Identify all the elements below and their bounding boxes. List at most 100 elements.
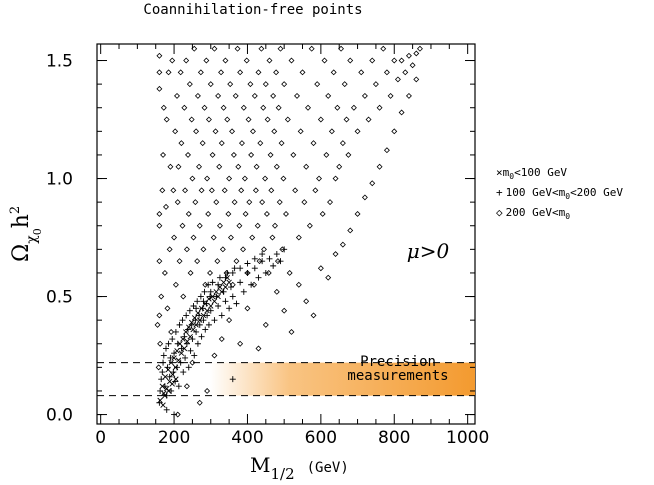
diamond-point [336,163,343,170]
cross-point [181,345,188,352]
diamond-point [413,76,420,83]
diamond-point [317,265,324,272]
diamond-point [210,234,217,241]
diamond-point [255,69,262,76]
legend-3-sub: 0 [565,212,570,221]
y-tick-label: 0.5 [46,288,73,308]
diamond-point [264,116,271,123]
diamond-point [275,104,282,111]
cross-point [177,341,183,347]
diamond-point [156,85,163,92]
ylabel-h: h [9,214,34,228]
diamond-point [161,269,168,276]
plus-point [157,387,164,394]
diamond-point [295,234,302,241]
diamond-point [170,187,177,194]
cross-point [190,326,196,333]
diamond-point [262,175,269,182]
plus-point [197,293,204,300]
diamond-point [278,140,285,147]
diamond-point [175,163,182,170]
diamond-point [334,104,341,111]
diamond-point [183,57,190,64]
diamond-point [416,45,423,52]
diamond-point [354,128,361,135]
diamond-point [193,128,200,135]
plus-point [222,298,229,305]
plus-point [209,279,216,286]
diamond-point [328,128,335,135]
diamond-point [185,151,191,158]
plus-point [233,300,240,307]
diamond-point [383,69,390,76]
diamond-point [157,340,164,347]
diamond-point [229,128,236,135]
diamond-point [213,199,220,206]
diamond-point [347,57,354,64]
plus-point [259,258,266,265]
diamond-point [216,222,223,229]
diamond-point [253,163,260,170]
diamond-point [156,222,163,229]
diamond-point [255,345,262,352]
plus-point [194,340,201,347]
diamond-point [314,81,321,88]
cross-point [219,289,225,295]
diamond-point [218,336,225,342]
diamond-point [310,140,317,147]
cross-point [157,397,163,404]
diamond-point [207,81,214,88]
diamond-point [369,180,376,187]
diamond-point [180,293,187,300]
diamond-point [240,104,247,111]
diamond-point [387,92,394,99]
diamond-point [391,57,398,64]
xlabel-sub: 1/2 [270,465,294,483]
diamond-point [286,269,293,276]
diamond-point [188,116,195,123]
diamond-point [174,92,180,99]
diamond-point [251,92,258,99]
plus-point [193,328,200,335]
plus-point [193,305,200,312]
ylabel-omega: Ω [9,244,34,262]
plus-point [167,354,174,361]
diamond-point [198,187,205,194]
diamond-point [218,140,225,147]
cross-point [175,357,182,363]
diamond-point [237,69,244,76]
cross-point [165,388,172,394]
diamond-point [204,175,211,182]
cross-point [169,381,175,387]
plus-point [179,317,186,324]
diamond-point [240,246,247,253]
cross-point [202,300,208,307]
plus-point [244,260,251,267]
diamond-point [274,258,281,265]
diamond-point [338,45,345,52]
diamond-point [211,352,218,359]
diamond-point [398,109,405,116]
plus-point [162,345,169,352]
diamond-point [158,293,165,300]
plus-point [185,364,192,371]
legend-2-text-a: 100 GeV<m [506,186,566,199]
plus-point [165,340,172,347]
plus-point [237,279,244,286]
diamond-point [231,199,238,206]
diamond-point [160,151,167,158]
cross-point [208,303,214,309]
cross-point [224,274,231,281]
cross-point [159,383,166,389]
plus-point [255,274,262,281]
plus-point [163,406,170,413]
diamond-point [268,187,275,194]
diamond-point [297,128,304,135]
diamond-point [265,269,272,276]
diamond-point [405,92,412,99]
diamond-point [354,210,361,217]
diamond-point [402,69,409,76]
legend-1-text-b: <100 GeV [514,166,567,179]
diamond-point [219,246,226,253]
diamond-point [155,364,162,371]
